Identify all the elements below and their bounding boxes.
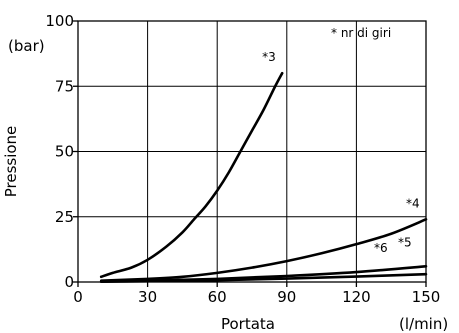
curve-6	[99, 272, 428, 284]
chart-text: (bar) Pressione Portata (l/min) * nr di …	[2, 26, 448, 333]
y-axis-label: Pressione	[2, 126, 20, 198]
x-tick-label-0: 0	[73, 288, 83, 306]
curve-label-4: *4	[406, 196, 420, 210]
curve-label-3: *3	[262, 50, 276, 64]
x-tick-label-90: 90	[277, 288, 296, 306]
y-tick-label-100: 100	[45, 12, 74, 30]
y-tick-label-0: 0	[64, 273, 74, 291]
chart-annotation: * nr di giri	[331, 26, 391, 40]
y-tick-label-50: 50	[55, 143, 74, 161]
curve-label-5: *5	[398, 235, 412, 249]
x-tick-label-120: 120	[342, 288, 371, 306]
grid	[78, 21, 426, 282]
y-tick-label-75: 75	[55, 77, 74, 95]
curve-4	[99, 218, 428, 282]
curves	[99, 71, 428, 284]
curve-3	[99, 71, 284, 279]
x-tick-label-150: 150	[412, 288, 441, 306]
x-axis-unit: (l/min)	[399, 315, 448, 333]
x-tick-label-30: 30	[138, 288, 157, 306]
x-axis-label: Portata	[221, 315, 275, 333]
curve-label-6: *6	[374, 241, 388, 255]
x-tick-label-60: 60	[208, 288, 227, 306]
y-tick-label-25: 25	[55, 208, 74, 226]
axis-ticks: 0 30 60 90 120 150 0 25 50 75 100	[45, 12, 440, 306]
y-axis-unit: (bar)	[8, 37, 45, 55]
